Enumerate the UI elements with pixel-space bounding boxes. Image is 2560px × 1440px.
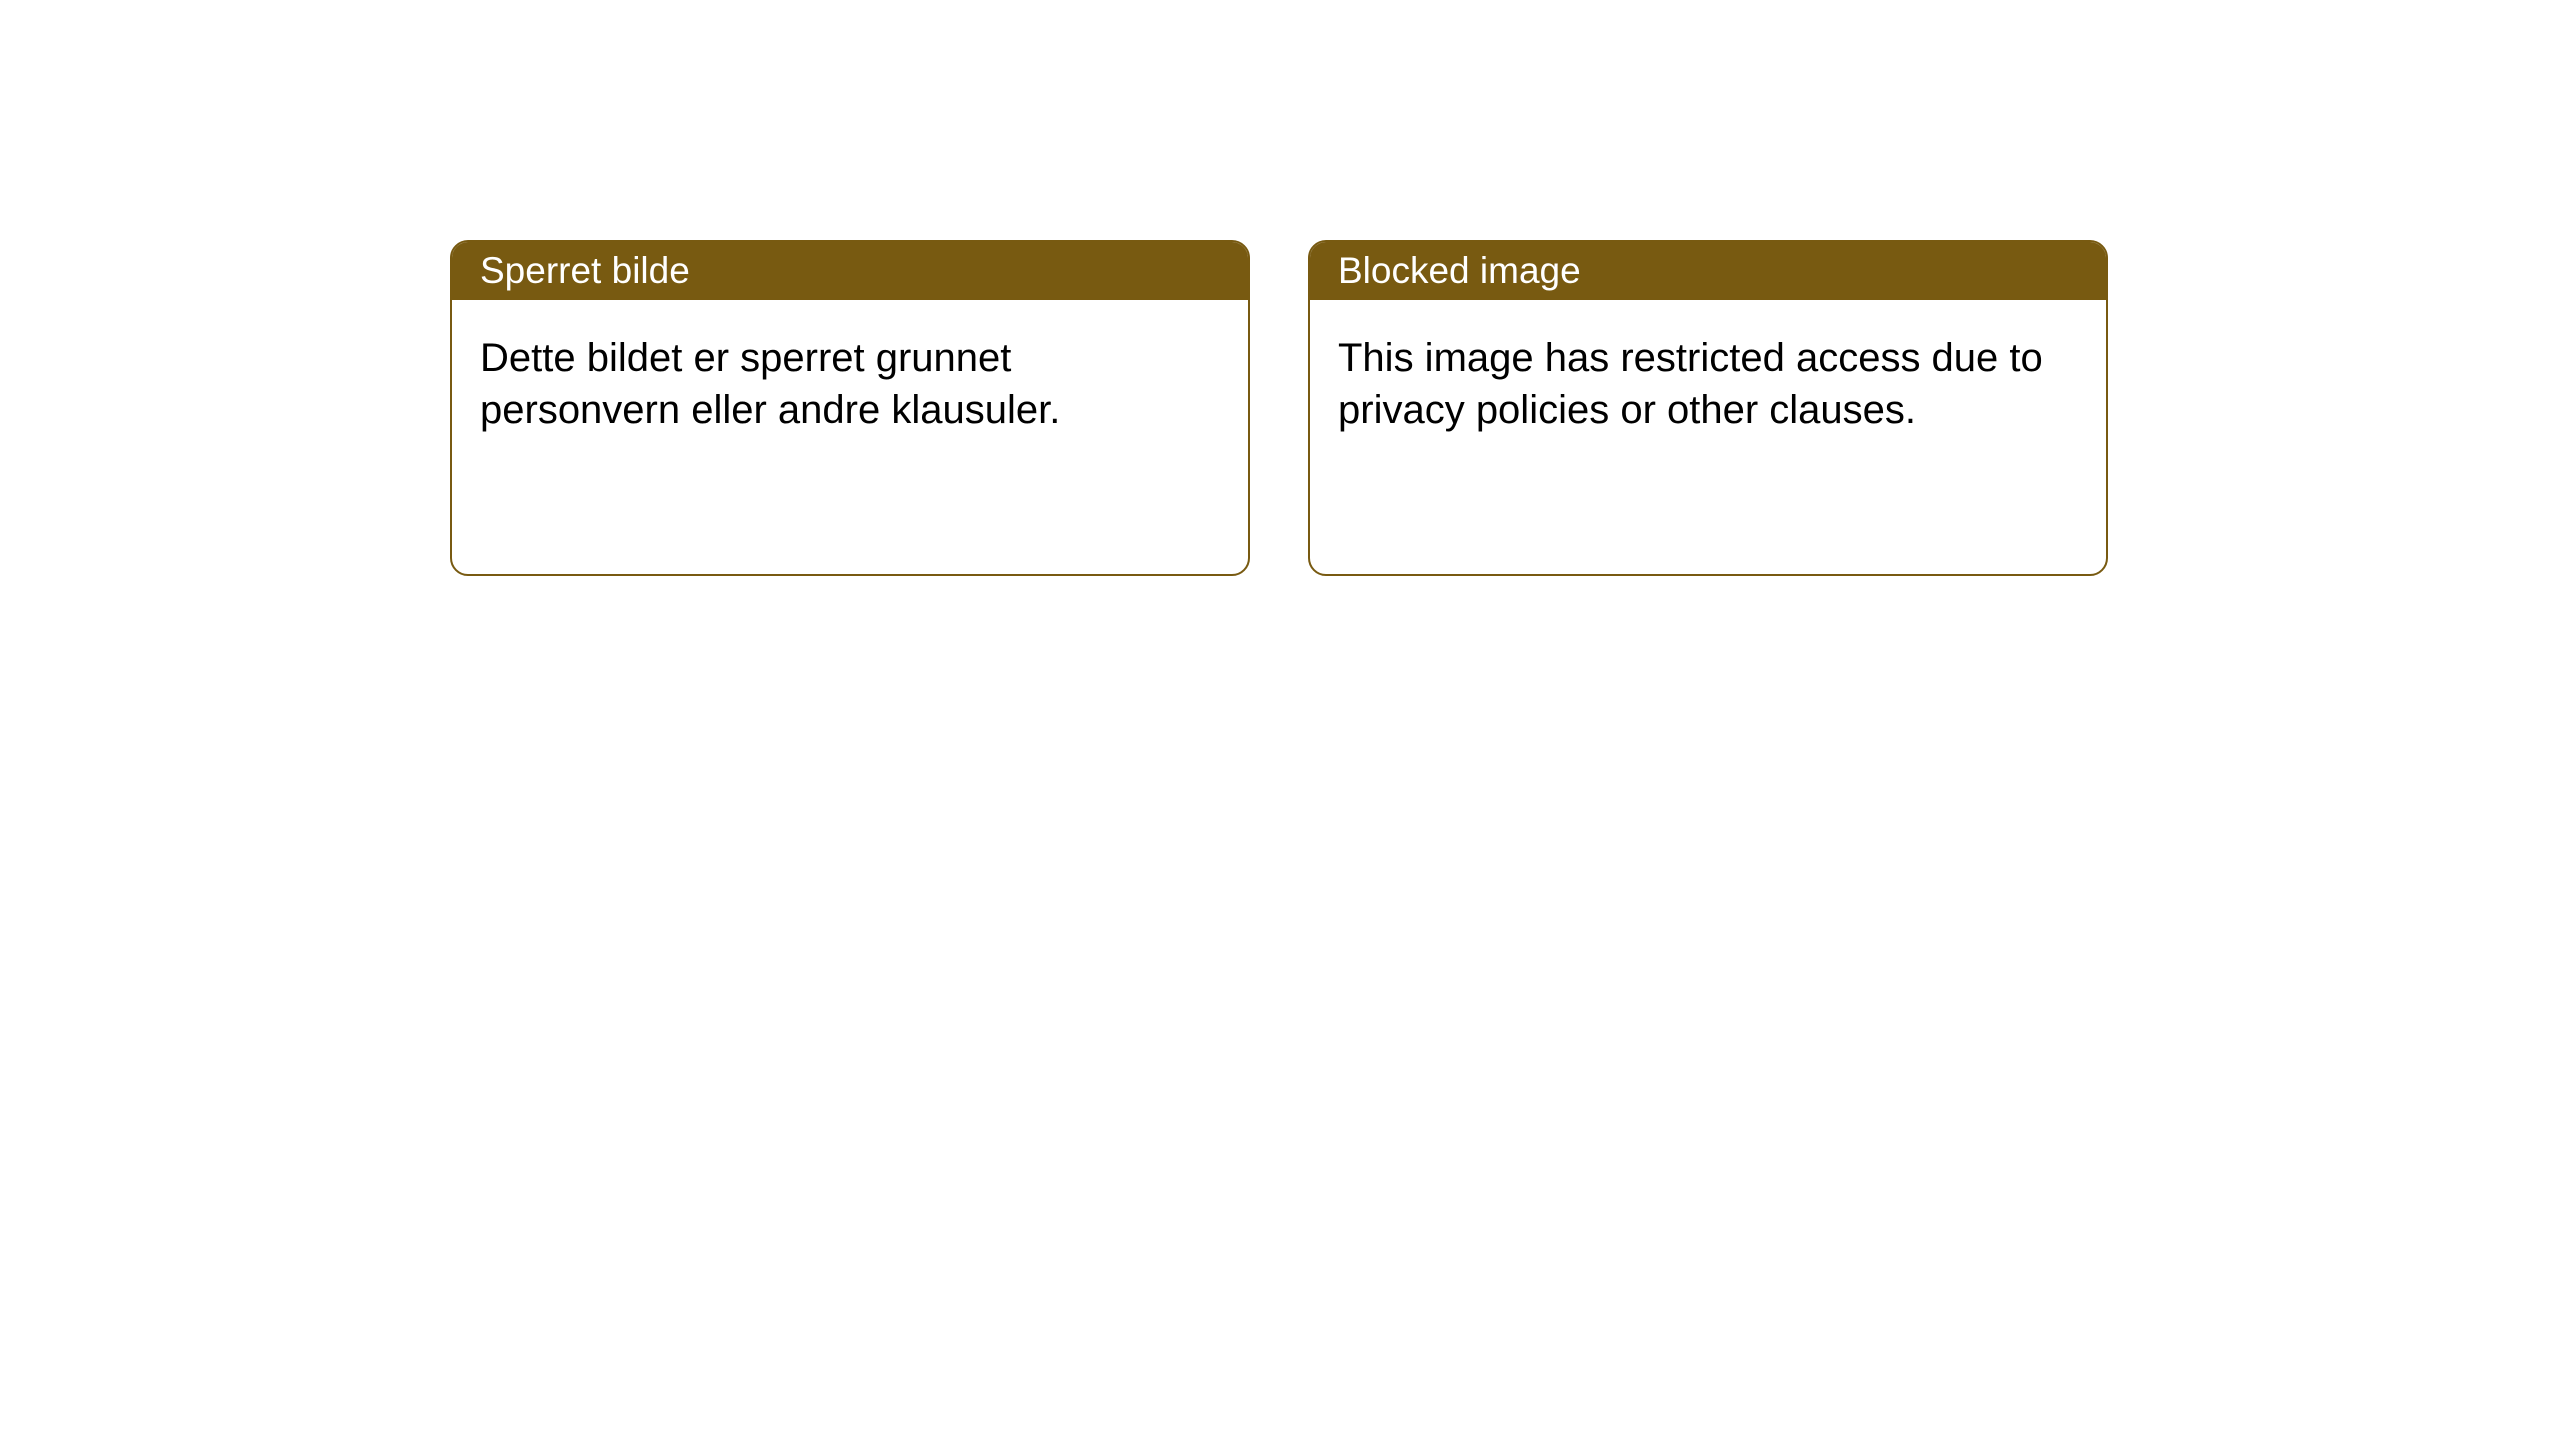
notice-body: Dette bildet er sperret grunnet personve…	[452, 300, 1248, 474]
notice-card-norwegian: Sperret bilde Dette bildet er sperret gr…	[450, 240, 1250, 576]
notice-body-text: Dette bildet er sperret grunnet personve…	[480, 336, 1060, 432]
notice-header: Sperret bilde	[452, 242, 1248, 300]
notice-container: Sperret bilde Dette bildet er sperret gr…	[450, 240, 2108, 576]
notice-card-english: Blocked image This image has restricted …	[1308, 240, 2108, 576]
notice-body-text: This image has restricted access due to …	[1338, 336, 2043, 432]
notice-body: This image has restricted access due to …	[1310, 300, 2106, 474]
notice-header: Blocked image	[1310, 242, 2106, 300]
notice-title: Blocked image	[1338, 250, 1581, 291]
notice-title: Sperret bilde	[480, 250, 690, 291]
